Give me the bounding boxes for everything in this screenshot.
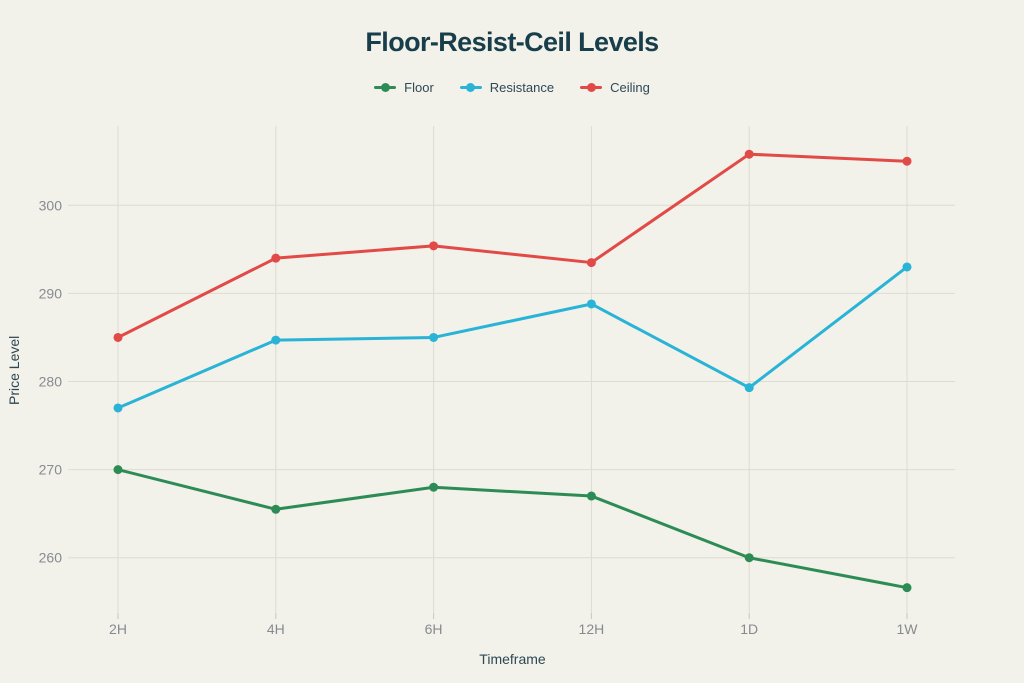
legend-label-ceiling: Ceiling: [610, 80, 650, 95]
data-point-floor-4H[interactable]: [271, 504, 281, 514]
data-point-ceiling-12H[interactable]: [586, 258, 596, 268]
x-tick-label: 12H: [579, 621, 605, 637]
data-point-floor-1D[interactable]: [744, 553, 754, 563]
y-tick-label: 300: [39, 197, 63, 213]
x-tick-label: 6H: [425, 621, 443, 637]
y-tick-label: 290: [39, 285, 63, 301]
data-point-ceiling-2H[interactable]: [113, 332, 123, 342]
legend-marker-resistance-icon: [459, 83, 482, 92]
series-line-floor: [116, 468, 909, 590]
x-tick-label: 1W: [897, 621, 919, 637]
y-tick-label: 270: [39, 462, 63, 478]
legend-marker-floor-dot-icon: [380, 83, 390, 92]
data-point-ceiling-1D[interactable]: [744, 149, 754, 159]
legend-marker-ceiling-icon: [580, 83, 603, 92]
data-point-resistance-1W[interactable]: [902, 262, 912, 272]
x-tick-label: 4H: [267, 621, 285, 637]
legend-marker-floor-icon: [374, 83, 397, 92]
data-point-ceiling-1W[interactable]: [902, 156, 912, 166]
legend-item-resistance[interactable]: Resistance: [459, 80, 555, 95]
data-point-resistance-2H[interactable]: [113, 403, 123, 413]
legend-marker-resistance-dot-icon: [466, 83, 476, 92]
legend-label-resistance: Resistance: [489, 80, 555, 95]
data-point-floor-12H[interactable]: [586, 491, 596, 501]
data-point-resistance-12H[interactable]: [586, 299, 596, 309]
data-point-ceiling-6H[interactable]: [429, 241, 439, 251]
data-point-floor-2H[interactable]: [113, 465, 123, 475]
data-point-floor-6H[interactable]: [429, 482, 439, 492]
y-tick-label: 260: [39, 550, 63, 566]
legend-label-floor: Floor: [404, 80, 434, 95]
legend-item-floor[interactable]: Floor: [374, 80, 434, 95]
legend-marker-ceiling-dot-icon: [586, 83, 596, 92]
y-tick-label: 280: [39, 374, 63, 390]
legend-item-ceiling[interactable]: Ceiling: [580, 80, 650, 95]
data-point-resistance-4H[interactable]: [271, 335, 281, 345]
chart-title: Floor-Resist-Ceil Levels: [365, 27, 659, 57]
x-tick-label: 2H: [109, 621, 127, 637]
series-line-resistance: [116, 265, 909, 410]
series-line-ceiling: [116, 152, 909, 339]
data-point-resistance-1D[interactable]: [744, 383, 754, 393]
data-point-resistance-6H[interactable]: [429, 332, 439, 342]
x-tick-label: 1D: [740, 621, 758, 637]
data-point-ceiling-4H[interactable]: [271, 253, 281, 263]
data-point-floor-1W[interactable]: [902, 583, 912, 593]
y-axis-title: Price Level: [6, 335, 22, 406]
chart-legend: Floor Resistance Ceiling: [0, 80, 1024, 95]
x-axis-title: Timeframe: [479, 651, 546, 667]
